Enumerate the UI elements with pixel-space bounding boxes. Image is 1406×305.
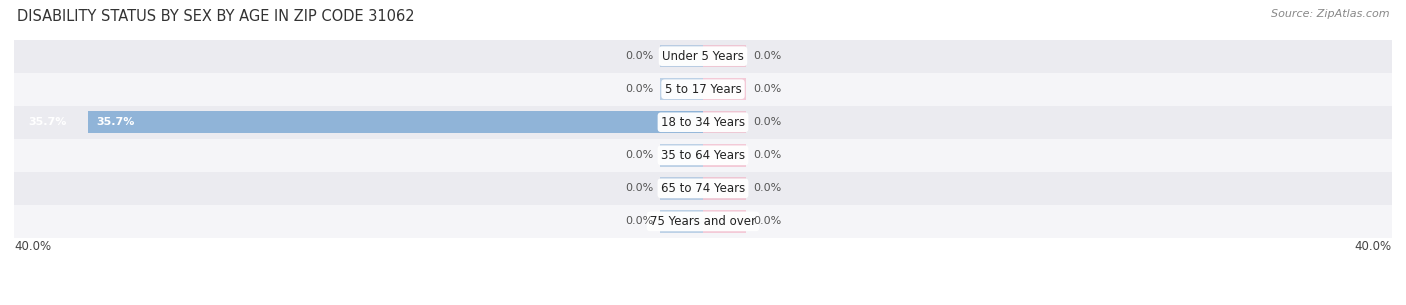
Bar <box>14 172 1392 205</box>
Bar <box>703 144 747 167</box>
Bar <box>14 73 1392 106</box>
Text: 0.0%: 0.0% <box>754 84 782 94</box>
Text: 5 to 17 Years: 5 to 17 Years <box>665 83 741 96</box>
Bar <box>659 144 703 167</box>
Bar <box>14 139 1392 172</box>
Text: 0.0%: 0.0% <box>754 51 782 61</box>
Text: 0.0%: 0.0% <box>754 117 782 127</box>
Text: 35 to 64 Years: 35 to 64 Years <box>661 149 745 162</box>
Text: 0.0%: 0.0% <box>754 216 782 226</box>
Bar <box>703 210 747 233</box>
Bar <box>659 78 703 100</box>
Text: 0.0%: 0.0% <box>754 183 782 193</box>
Text: 0.0%: 0.0% <box>624 84 652 94</box>
Bar <box>14 205 1392 238</box>
Text: 75 Years and over: 75 Years and over <box>650 215 756 228</box>
Bar <box>703 78 747 100</box>
Bar <box>703 111 747 134</box>
Bar <box>14 106 1392 139</box>
Text: 40.0%: 40.0% <box>1355 239 1392 253</box>
Text: DISABILITY STATUS BY SEX BY AGE IN ZIP CODE 31062: DISABILITY STATUS BY SEX BY AGE IN ZIP C… <box>17 9 415 24</box>
Text: 0.0%: 0.0% <box>754 150 782 160</box>
Text: 35.7%: 35.7% <box>28 117 66 127</box>
Text: 0.0%: 0.0% <box>624 216 652 226</box>
Bar <box>89 111 703 134</box>
Text: 0.0%: 0.0% <box>624 150 652 160</box>
Bar <box>703 177 747 199</box>
Text: 35.7%: 35.7% <box>97 117 135 127</box>
Text: 40.0%: 40.0% <box>14 239 51 253</box>
Bar <box>659 177 703 199</box>
Bar <box>659 210 703 233</box>
Bar <box>14 40 1392 73</box>
Bar <box>659 45 703 67</box>
Text: 0.0%: 0.0% <box>624 183 652 193</box>
Text: Under 5 Years: Under 5 Years <box>662 50 744 63</box>
Bar <box>703 45 747 67</box>
Text: 0.0%: 0.0% <box>624 51 652 61</box>
Text: Source: ZipAtlas.com: Source: ZipAtlas.com <box>1271 9 1389 19</box>
Text: 18 to 34 Years: 18 to 34 Years <box>661 116 745 129</box>
Text: 65 to 74 Years: 65 to 74 Years <box>661 182 745 195</box>
